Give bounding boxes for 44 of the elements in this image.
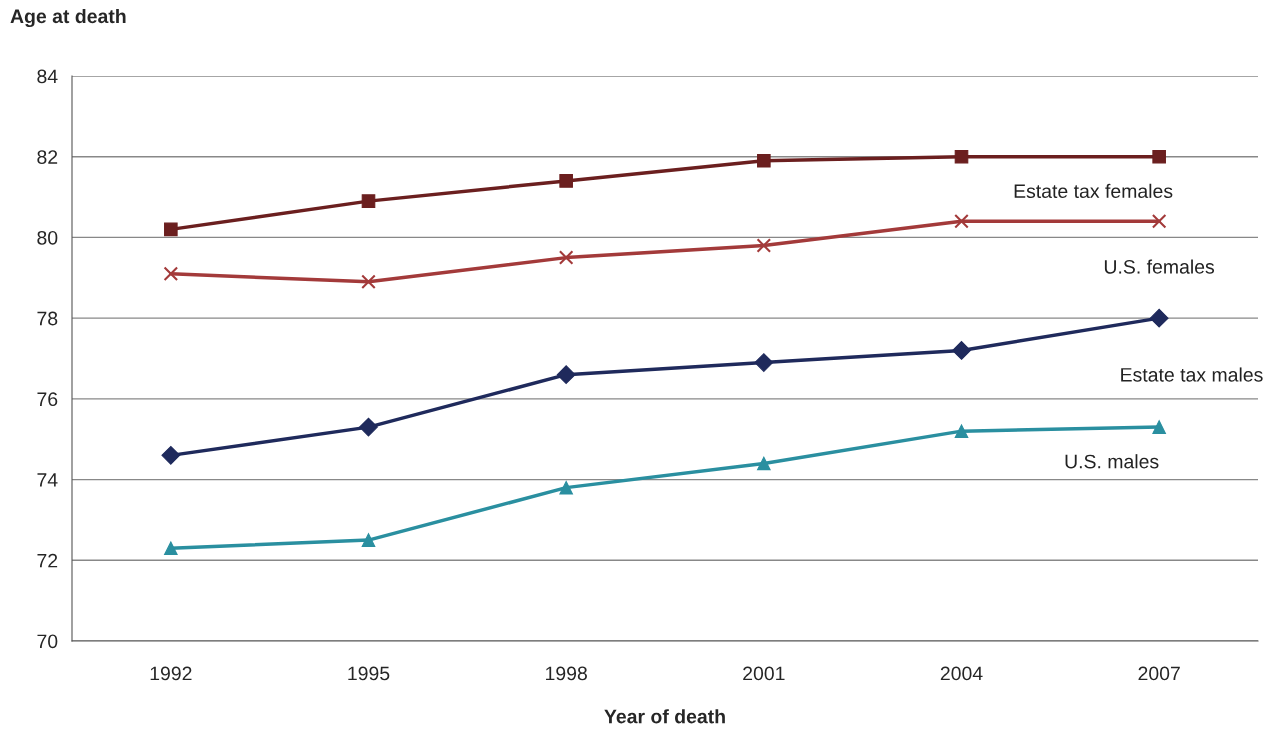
y-tick-label: 84 (37, 69, 58, 84)
point (952, 341, 971, 360)
point (757, 456, 771, 471)
y-tick-label: 74 (37, 473, 58, 487)
y-tick-label: 76 (37, 392, 58, 407)
point (1152, 149, 1166, 164)
point (1152, 420, 1166, 434)
y-tick-label: 72 (37, 553, 58, 568)
series-label: U.S. females (1104, 259, 1215, 274)
point (954, 214, 969, 229)
point (361, 274, 376, 290)
text: Estate tax males (1121, 367, 1263, 382)
point (361, 533, 376, 547)
point (361, 194, 376, 208)
series-label: Estate tax females (1014, 183, 1173, 199)
point (756, 238, 772, 253)
x-axis-title: Year of death (604, 709, 725, 724)
point (1151, 214, 1167, 229)
y-tick-label: 80 (37, 230, 58, 245)
y-tick-label: 70 (37, 634, 58, 649)
x-tick-label: 1998 (546, 666, 587, 681)
point (163, 266, 179, 282)
x-tick-label: 1992 (150, 666, 192, 681)
point (559, 174, 573, 188)
series-label: U.S. males (1065, 454, 1159, 469)
point (556, 365, 576, 385)
y-tick-label: 78 (37, 311, 58, 326)
point (757, 153, 771, 168)
point (359, 417, 378, 437)
x-tick-label: 2001 (743, 666, 785, 681)
point (161, 445, 181, 465)
y-axis-title: Age at death (10, 8, 126, 28)
x-tick-label: 2004 (940, 666, 983, 681)
point (164, 541, 178, 555)
point (954, 149, 969, 164)
point (559, 480, 573, 495)
point (558, 250, 574, 265)
point (164, 222, 178, 237)
y-tick-label: 82 (37, 150, 58, 164)
point (1149, 308, 1169, 328)
x-tick-label: 1995 (348, 666, 390, 681)
point (954, 424, 969, 438)
x-tick-label: 2007 (1138, 666, 1180, 681)
point (754, 353, 774, 372)
